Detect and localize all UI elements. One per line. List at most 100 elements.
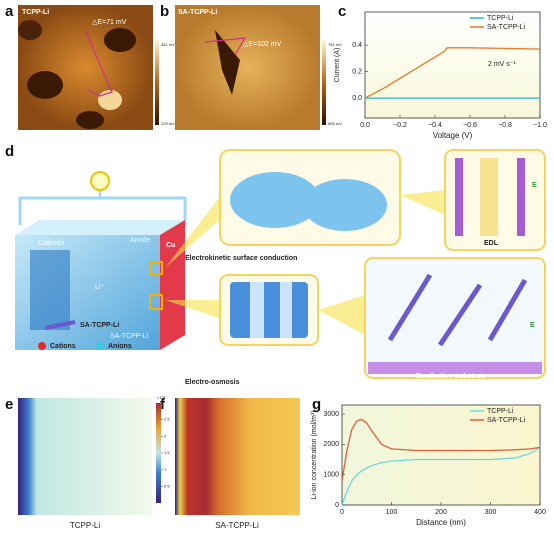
legend-label: Cations [50,343,76,350]
afm-profile-line [204,37,247,56]
panel-label: a [5,3,14,20]
edl-wall [455,158,463,236]
afm-scale-min: 229 mV [161,121,175,126]
zoom-marker [149,261,163,275]
y-tick-label: 3000 [323,411,339,418]
y-axis-label: Current (A) [334,48,341,83]
x-axis-label: Distance (nm) [416,518,466,527]
surface-conduction-label: Electrokinetic surface conduction [185,255,297,262]
edl-wall [517,158,525,236]
framework-cluster [230,172,320,228]
anion-symbol [96,342,104,350]
y-tick-label: 0.4 [352,42,362,49]
y-tick-label: 0.2 [352,68,362,75]
zoom-ray [165,190,225,268]
zoom-marker [149,294,163,310]
y-tick-label: 2000 [323,441,339,448]
y-tick-label: 1000 [323,472,339,479]
edl-channel [480,158,498,236]
zoom-ray [400,190,445,215]
cell-top [15,220,185,235]
cation-symbol [38,342,46,350]
plot-frame [364,11,541,119]
panel-label: d [5,143,14,160]
x-tick-label: 100 [386,509,398,516]
heatmap-label: TCPP-Li [70,521,100,530]
x-tick-label: 0 [340,509,344,516]
cathode-layer [30,250,70,330]
legend-label: SA-TCPP-Li [487,24,526,31]
afm-profile-line [84,29,113,97]
heatmap-label: SA-TCPP-Li [215,521,259,530]
x-tick-label: 300 [485,509,497,516]
electro-osmosis-label: Electro-osmosis [185,379,240,386]
fiber [250,282,264,338]
delta-e: △E=102 mV [243,41,282,48]
cell-label: SA-TCPP-Li [110,333,149,340]
copper-electrode [160,220,185,350]
plot-area [365,12,540,118]
y-tick-label: 0.0 [352,95,362,102]
circuit-wire [18,196,187,225]
legend-label: SA-TCPP-Li [80,322,119,329]
afm-groove [215,30,240,95]
li-ion-label: Li⁺ [95,283,104,291]
x-axis-label: Voltage (V) [433,131,473,140]
zoom-ray [318,295,365,335]
annotation: 2 mV s⁻¹ [488,61,516,68]
afm-scale-max: 451 mV [161,42,175,47]
legend-label: SA-TCPP-Li [487,417,526,424]
x-tick-label: −1.0 [533,122,547,129]
plot-area [342,405,540,505]
panel-label: b [160,3,169,20]
x-tick-label: −0.8 [498,122,512,129]
afm-pit [76,111,104,129]
fiber-bundle [230,282,308,338]
colorbar-tick-label: 2.5 [164,417,170,422]
colorbar-tick-label: 1.5 [164,450,170,455]
framework-cluster [303,179,387,231]
anode-label: Anode [130,237,150,244]
panel-label: c [338,3,346,20]
substrate-label: Conductive substrate [415,373,487,380]
legend-fiber [44,320,76,330]
fiber [437,283,483,347]
light-bulb [90,171,110,191]
legend-label: Anions [108,343,132,350]
panel-label: f [160,396,166,413]
x-tick-label: 200 [435,509,447,516]
afm-image [175,5,320,130]
afm-colorbar [155,40,159,125]
colorbar-tick-label: 0.5 [164,483,170,488]
heatmap [18,398,152,515]
afm-pit [27,71,63,99]
edl-label: EDL [484,240,499,247]
legend-label: TCPP-Li [487,408,514,415]
colorbar [156,403,161,503]
data-line [364,47,541,99]
substrate [368,362,542,374]
fiber [387,273,433,342]
legend-label: TCPP-Li [487,15,514,22]
data-line [341,446,541,506]
afm-colorbar [322,40,326,125]
cu-label: Cu [166,242,175,249]
y-axis-label: Li-ion concentration (mol/m³) [311,410,318,499]
panel-label: g [312,396,321,413]
x-tick-label: −0.6 [463,122,477,129]
afm-pit [104,28,136,52]
afm-scale-max: 781 mV [328,42,342,47]
sample-label: TCPP-Li [22,9,49,16]
x-tick-label: −0.4 [428,122,442,129]
colorbar-exponent: ×10³ [157,395,166,400]
field-label: E [530,322,535,329]
colorbar-tick-label: 2 [164,433,167,438]
fiber [280,282,292,338]
panel-label: e [5,396,13,413]
y-tick-label: 0 [335,502,339,509]
x-tick-label: −0.2 [393,122,407,129]
cathode-label: Cathode [38,240,65,247]
x-tick-label: 400 [534,509,546,516]
fiber [487,278,528,342]
